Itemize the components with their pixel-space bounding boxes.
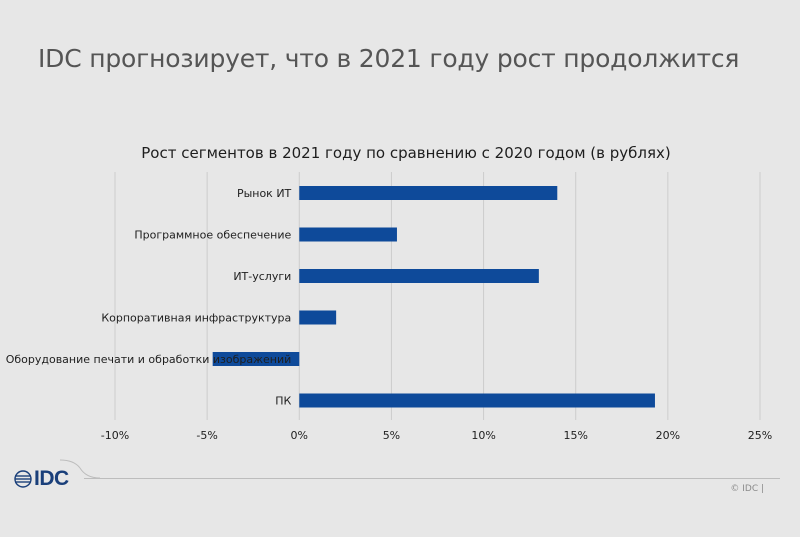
category-label: ИТ-услуги — [233, 270, 291, 283]
x-tick-label: 15% — [563, 429, 587, 442]
x-axis-ticks: -10% -5% 0% 5% 10% 15% 20% 25% — [101, 429, 772, 442]
copyright-text: © IDC | — [730, 484, 764, 494]
chart-title: Рост сегментов в 2021 году по сравнению … — [141, 144, 670, 162]
grid-layer — [114, 172, 761, 420]
x-tick-label: 25% — [748, 429, 772, 442]
logo-text: IDC — [34, 467, 69, 490]
x-tick-label: -10% — [101, 429, 129, 442]
bar-layer — [212, 186, 655, 408]
x-tick-label: 20% — [656, 429, 680, 442]
bar — [299, 269, 539, 283]
bar — [299, 227, 397, 242]
category-labels: Рынок ИТ Программное обеспечение ИТ-услуги… — [6, 187, 292, 408]
category-label: Оборудование печати и обработки изображе… — [6, 353, 292, 366]
footer-divider — [84, 478, 780, 479]
category-label: Программное обеспечение — [134, 229, 291, 242]
bar — [299, 310, 337, 325]
category-label: ПК — [275, 395, 291, 408]
bar — [299, 393, 655, 408]
globe-icon — [14, 470, 32, 488]
x-tick-label: 5% — [383, 429, 400, 442]
bar — [212, 352, 300, 366]
slide-title: IDC прогнозирует, что в 2021 году рост п… — [38, 44, 740, 73]
idc-logo: IDC — [14, 466, 84, 492]
bar — [299, 186, 558, 200]
category-label: Корпоративная инфраструктура — [101, 312, 291, 325]
x-tick-label: -5% — [196, 429, 217, 442]
footer-curve — [60, 459, 100, 479]
x-tick-label: 0% — [291, 429, 308, 442]
x-tick-label: 10% — [471, 429, 495, 442]
category-label: Рынок ИТ — [237, 187, 292, 200]
